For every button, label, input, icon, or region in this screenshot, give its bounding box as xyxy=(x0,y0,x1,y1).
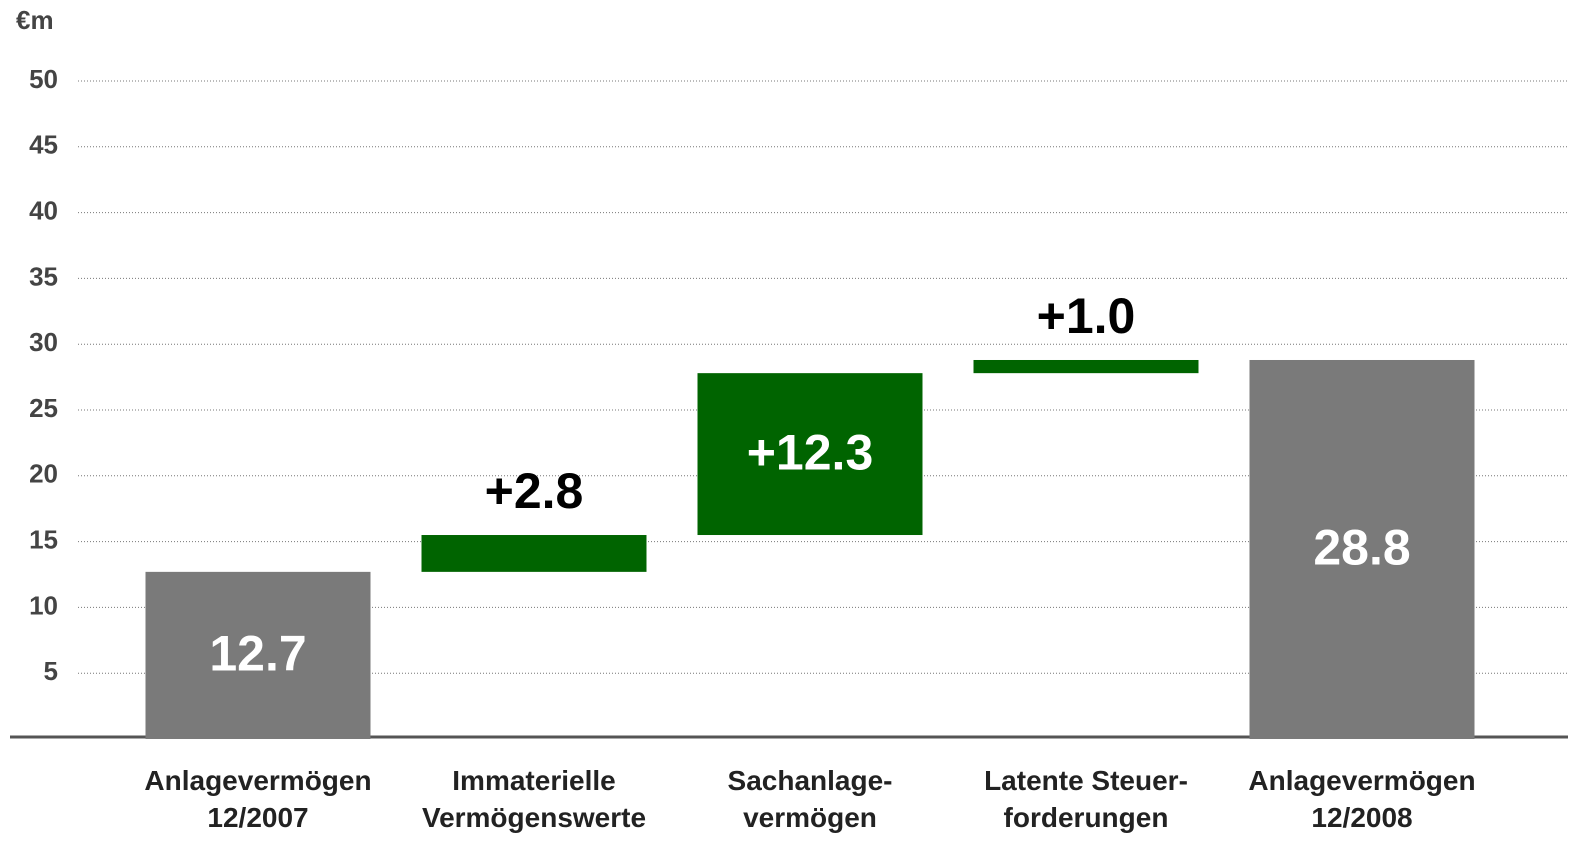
y-tick-label: 45 xyxy=(29,130,58,160)
x-tick-line: forderungen xyxy=(1004,802,1169,833)
x-tick-label: Immaterielle Vermögenswerte xyxy=(422,765,646,833)
bar xyxy=(145,571,371,739)
bar xyxy=(973,359,1199,374)
y-tick-label: 10 xyxy=(29,590,58,620)
y-tick-label: 30 xyxy=(29,327,58,357)
x-tick-line: vermögen xyxy=(743,802,877,833)
value-label: +1.0 xyxy=(1037,288,1136,344)
x-tick-line: Latente Steuer- xyxy=(984,765,1188,796)
bar xyxy=(1249,359,1475,739)
x-tick-line: 12/2008 xyxy=(1311,802,1412,833)
y-tick-label: 40 xyxy=(29,195,58,225)
x-tick-label: Anlagevermögen 12/2007 xyxy=(144,765,371,833)
x-tick-line: Anlagevermögen xyxy=(144,765,371,796)
x-tick-label: Anlagevermögen 12/2008 xyxy=(1248,765,1475,833)
y-tick-label: 20 xyxy=(29,459,58,489)
x-tick-line: Sachanlage- xyxy=(728,765,893,796)
y-tick-label: 5 xyxy=(44,656,58,686)
value-label: +2.8 xyxy=(485,463,584,519)
value-label: 28.8 xyxy=(1313,520,1410,576)
y-tick-label: 25 xyxy=(29,393,58,423)
y-tick-label: 35 xyxy=(29,261,58,291)
value-label: 12.7 xyxy=(209,626,306,682)
x-tick-line: Vermögenswerte xyxy=(422,802,646,833)
y-tick-label: 15 xyxy=(29,524,58,554)
x-tick-line: Immaterielle xyxy=(452,765,615,796)
x-tick-line: 12/2007 xyxy=(207,802,308,833)
bar xyxy=(421,535,647,572)
unit-label: €m xyxy=(16,5,54,35)
bar xyxy=(697,373,923,536)
x-tick-label: Sachanlage-vermögen xyxy=(728,765,893,833)
x-tick-label: Latente Steuer-forderungen xyxy=(984,765,1188,833)
value-label: +12.3 xyxy=(747,424,874,480)
x-tick-line: Anlagevermögen xyxy=(1248,765,1475,796)
y-tick-label: 50 xyxy=(29,64,58,94)
